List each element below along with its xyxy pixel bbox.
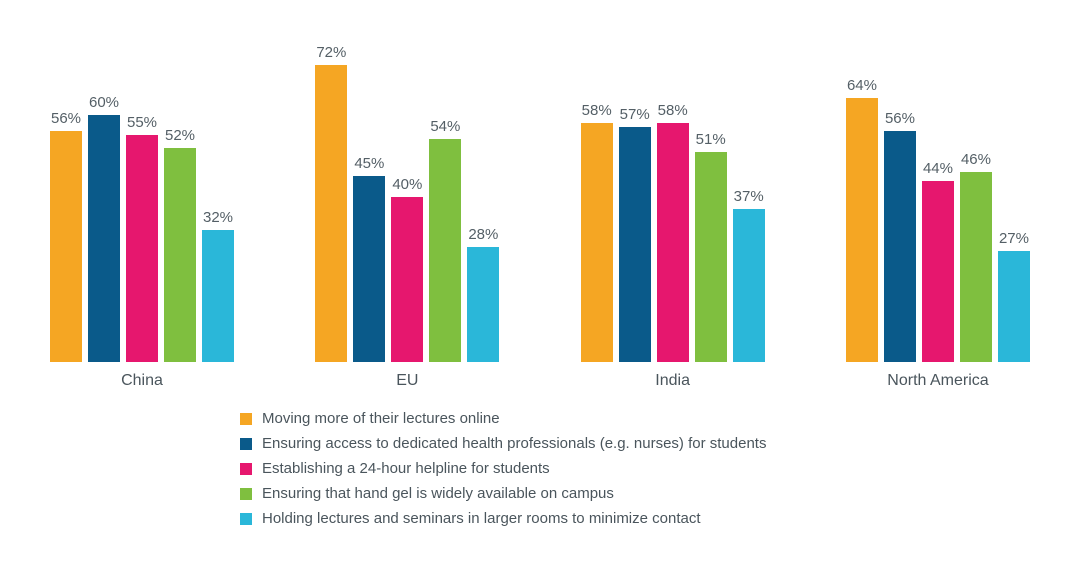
bar-slot: 28% bbox=[467, 226, 499, 363]
bar bbox=[884, 131, 916, 362]
bar-slot: 46% bbox=[960, 151, 992, 362]
bar-row: 58% 57% 58% 51% 37% bbox=[581, 32, 765, 362]
bar bbox=[657, 123, 689, 362]
bar-slot: 60% bbox=[88, 94, 120, 363]
bar bbox=[353, 176, 385, 362]
legend-item: Holding lectures and seminars in larger … bbox=[240, 510, 1040, 527]
bar bbox=[960, 172, 992, 362]
legend-swatch bbox=[240, 463, 252, 475]
legend-item: Moving more of their lectures online bbox=[240, 410, 1040, 427]
bar-value-label: 44% bbox=[923, 160, 953, 177]
bar-slot: 37% bbox=[733, 188, 765, 362]
bar bbox=[733, 209, 765, 362]
bar bbox=[50, 131, 82, 362]
bar bbox=[164, 148, 196, 363]
bar-slot: 55% bbox=[126, 114, 158, 362]
bar bbox=[429, 139, 461, 362]
legend-item: Establishing a 24-hour helpline for stud… bbox=[240, 460, 1040, 477]
bar bbox=[391, 197, 423, 362]
bar-group: 72% 45% 40% 54% 28% EU bbox=[315, 32, 499, 390]
bar-slot: 32% bbox=[202, 209, 234, 362]
bar-value-label: 27% bbox=[999, 230, 1029, 247]
bar-slot: 27% bbox=[998, 230, 1030, 362]
bar-slot: 44% bbox=[922, 160, 954, 363]
bar-value-label: 54% bbox=[430, 118, 460, 135]
group-axis-label: EU bbox=[396, 372, 418, 390]
bar-value-label: 56% bbox=[51, 110, 81, 127]
bar-value-label: 60% bbox=[89, 94, 119, 111]
bar-slot: 40% bbox=[391, 176, 423, 362]
bar-slot: 72% bbox=[315, 44, 347, 362]
bar-value-label: 51% bbox=[696, 131, 726, 148]
bar bbox=[467, 247, 499, 363]
plot-area: 56% 60% 55% 52% 32% China 72% 45% 40% 54% 28% EU 58%… bbox=[40, 20, 1040, 390]
legend-label: Holding lectures and seminars in larger … bbox=[262, 510, 701, 527]
legend-label: Ensuring that hand gel is widely availab… bbox=[262, 485, 614, 502]
bar-value-label: 58% bbox=[658, 102, 688, 119]
legend-label: Ensuring access to dedicated health prof… bbox=[262, 435, 766, 452]
bar-value-label: 56% bbox=[885, 110, 915, 127]
bar bbox=[619, 127, 651, 362]
bar bbox=[202, 230, 234, 362]
legend-label: Establishing a 24-hour helpline for stud… bbox=[262, 460, 550, 477]
bar-value-label: 57% bbox=[620, 106, 650, 123]
bar-slot: 45% bbox=[353, 155, 385, 362]
bar-value-label: 55% bbox=[127, 114, 157, 131]
bar-slot: 58% bbox=[657, 102, 689, 362]
bar-row: 72% 45% 40% 54% 28% bbox=[315, 32, 499, 362]
bar-value-label: 52% bbox=[165, 127, 195, 144]
legend: Moving more of their lectures online Ensu… bbox=[240, 410, 1040, 527]
bar bbox=[581, 123, 613, 362]
legend-item: Ensuring access to dedicated health prof… bbox=[240, 435, 1040, 452]
bar-slot: 64% bbox=[846, 77, 878, 362]
group-axis-label: China bbox=[121, 372, 163, 390]
bar-value-label: 40% bbox=[392, 176, 422, 193]
bar-value-label: 37% bbox=[734, 188, 764, 205]
legend-swatch bbox=[240, 438, 252, 450]
bar-group: 56% 60% 55% 52% 32% China bbox=[50, 32, 234, 390]
bar-group: 64% 56% 44% 46% 27% North America bbox=[846, 32, 1030, 390]
grouped-bar-chart: 56% 60% 55% 52% 32% China 72% 45% 40% 54% 28% EU 58%… bbox=[0, 0, 1080, 537]
bar bbox=[88, 115, 120, 363]
bar bbox=[998, 251, 1030, 362]
bar-row: 56% 60% 55% 52% 32% bbox=[50, 32, 234, 362]
bar-slot: 58% bbox=[581, 102, 613, 362]
bar-slot: 56% bbox=[50, 110, 82, 362]
group-axis-label: India bbox=[655, 372, 690, 390]
bar bbox=[695, 152, 727, 362]
bar bbox=[922, 181, 954, 363]
bar-value-label: 58% bbox=[582, 102, 612, 119]
bar-value-label: 45% bbox=[354, 155, 384, 172]
bar-group: 58% 57% 58% 51% 37% India bbox=[581, 32, 765, 390]
bar-value-label: 72% bbox=[316, 44, 346, 61]
bar-value-label: 32% bbox=[203, 209, 233, 226]
bar-slot: 52% bbox=[164, 127, 196, 363]
bar-value-label: 46% bbox=[961, 151, 991, 168]
legend-swatch bbox=[240, 413, 252, 425]
bar bbox=[846, 98, 878, 362]
legend-label: Moving more of their lectures online bbox=[262, 410, 500, 427]
bar-row: 64% 56% 44% 46% 27% bbox=[846, 32, 1030, 362]
bar-slot: 56% bbox=[884, 110, 916, 362]
legend-swatch bbox=[240, 488, 252, 500]
bar bbox=[126, 135, 158, 362]
bar-slot: 57% bbox=[619, 106, 651, 362]
bar-slot: 54% bbox=[429, 118, 461, 362]
bar bbox=[315, 65, 347, 362]
bar-value-label: 64% bbox=[847, 77, 877, 94]
group-axis-label: North America bbox=[887, 372, 988, 390]
bar-value-label: 28% bbox=[468, 226, 498, 243]
bar-slot: 51% bbox=[695, 131, 727, 362]
legend-swatch bbox=[240, 513, 252, 525]
legend-item: Ensuring that hand gel is widely availab… bbox=[240, 485, 1040, 502]
